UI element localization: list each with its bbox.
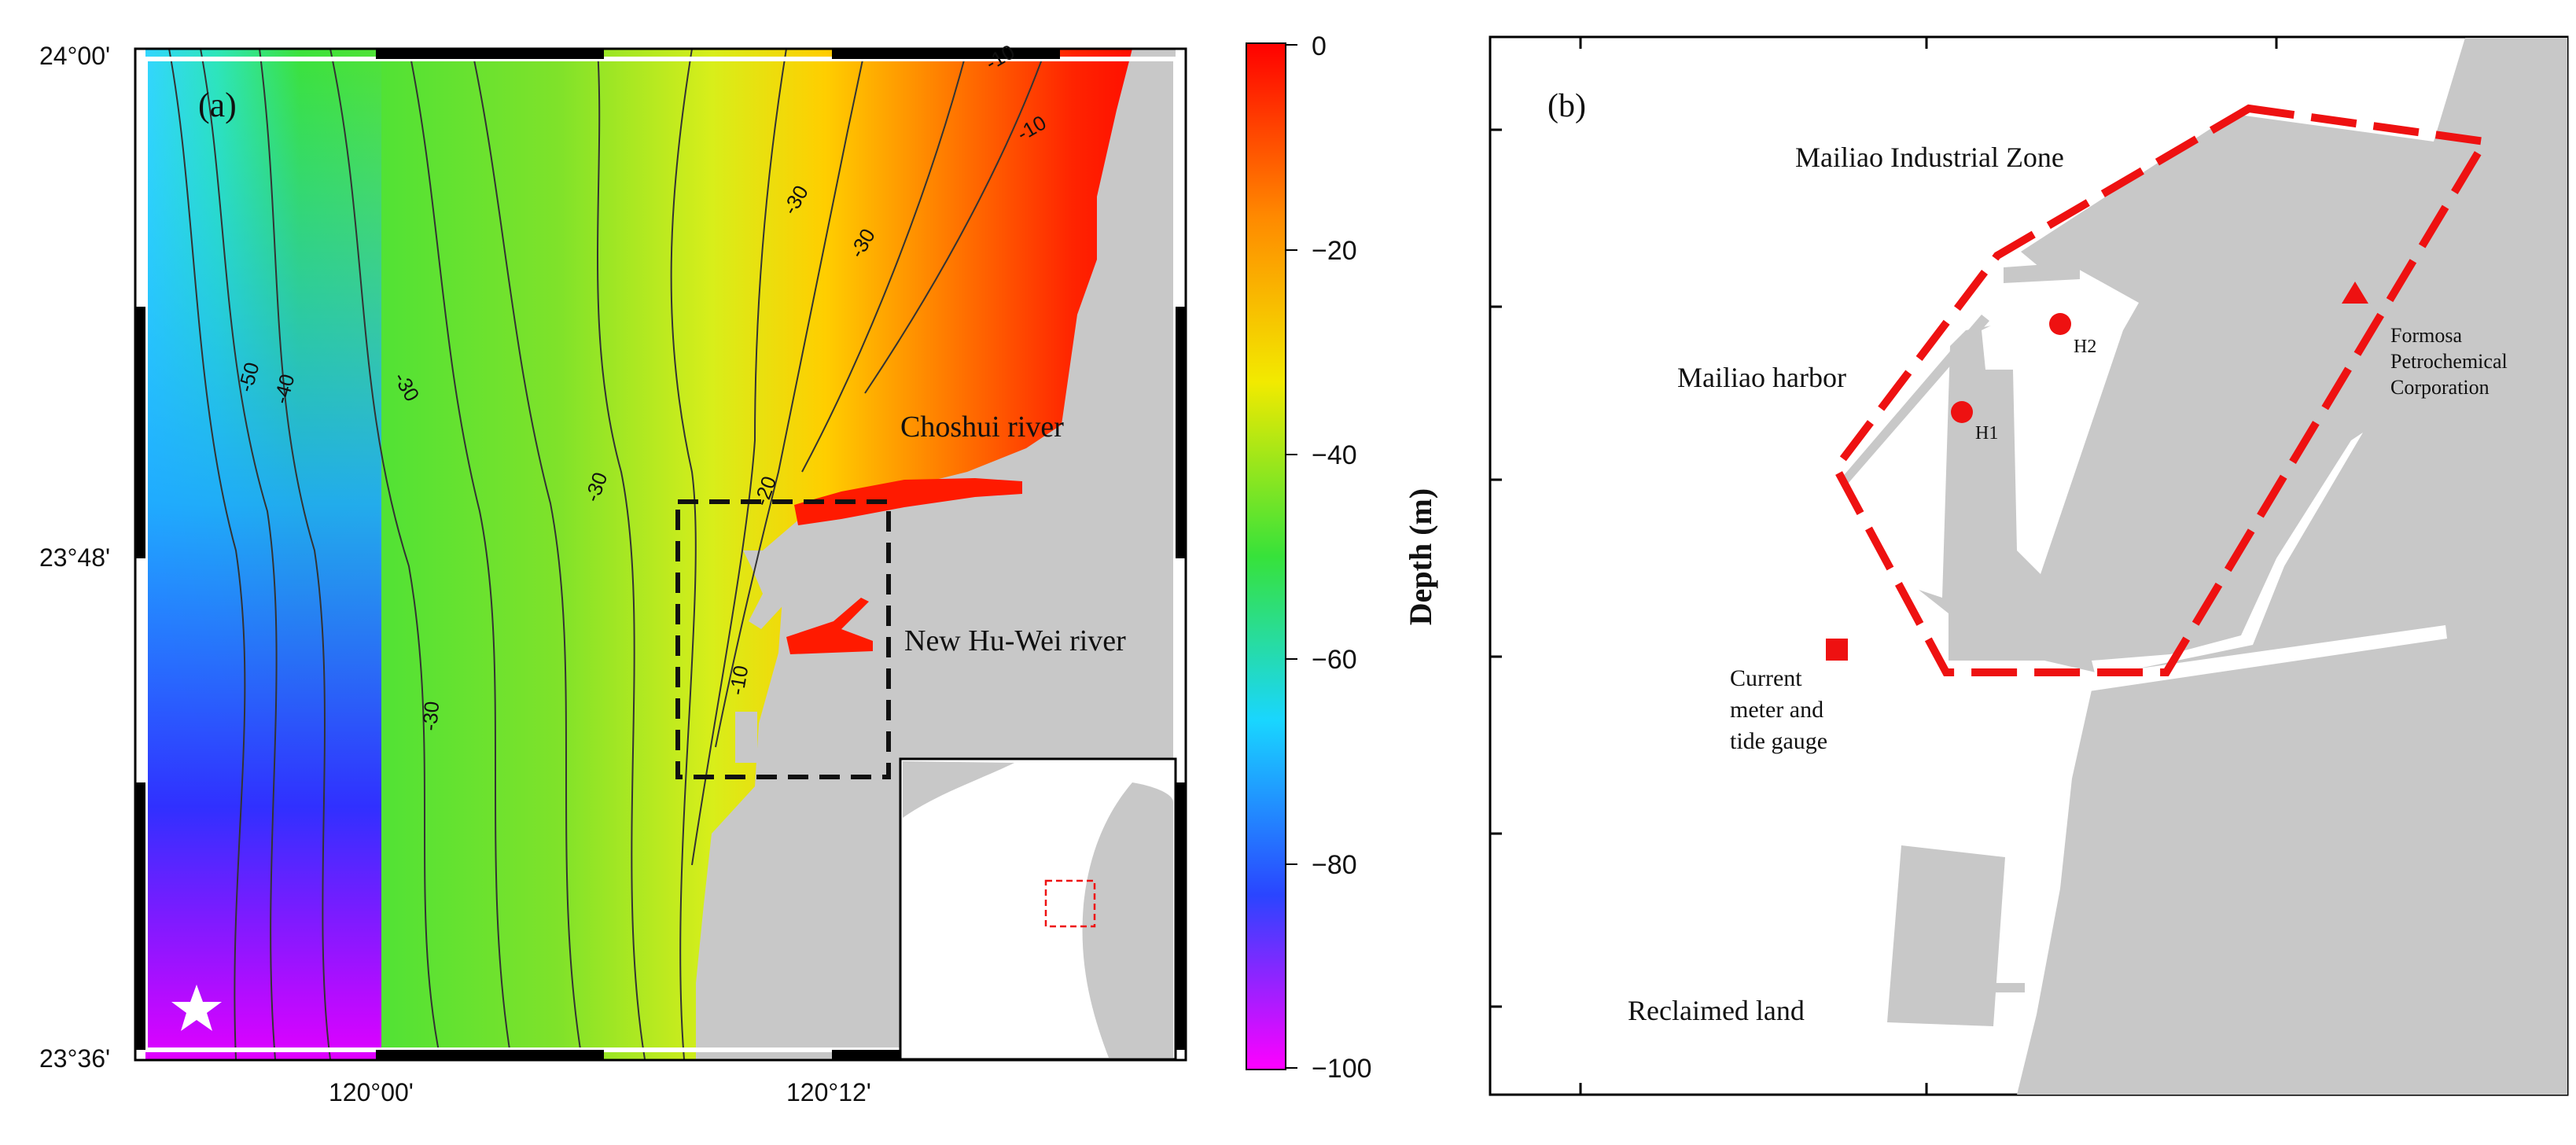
contour-label: -30	[418, 700, 443, 731]
harbor-jetty	[1840, 315, 1989, 484]
inset-taiwan-land	[1082, 782, 1173, 1058]
colorbar-tick: −40	[1312, 440, 1357, 470]
industrial-zone-boundary	[1831, 104, 2492, 676]
h1-marker	[1951, 401, 1973, 423]
inner-breakwater	[1950, 456, 1962, 550]
formosa-marker	[2342, 282, 2368, 304]
reclaimed-block	[735, 712, 757, 763]
lat-label: 23°36'	[39, 1044, 110, 1073]
formosa-label-line1: Formosa	[2390, 324, 2462, 347]
panel-a-label: (a)	[198, 86, 237, 124]
h2-marker	[2049, 313, 2071, 335]
contour-labels: -50 -40 -30 -30 -30 -30 -30 -20 -10 -10 …	[234, 39, 1051, 731]
choshui-river-label: Choshui river	[900, 411, 1064, 444]
colorbar-tick: −60	[1312, 645, 1357, 675]
colorbar-tick: −100	[1312, 1054, 1372, 1084]
inset-map	[899, 757, 1177, 1061]
reclaimed-land-label: Reclaimed land	[1628, 995, 1805, 1026]
panel-b-label: (b)	[1547, 88, 1586, 124]
formosa-label-line2: Petrochemical	[2390, 350, 2508, 373]
lat-label: 24°00'	[39, 42, 110, 70]
lat-label: 23°48'	[39, 543, 110, 572]
harbor-map: (b) Mailiao Industrial Zone Mailiao harb…	[1489, 35, 2569, 1096]
huwei-river-channel	[786, 598, 873, 654]
contour-lines	[168, 49, 1047, 1059]
colorbar-ramp	[1246, 42, 1286, 1070]
colorbar-tick: −20	[1312, 236, 1357, 266]
h2-label: H2	[2074, 337, 2096, 357]
current-meter-label-line2: meter and	[1730, 697, 1823, 723]
industrial-zone-label: Mailiao Industrial Zone	[1795, 142, 2064, 173]
current-meter-label-line3: tide gauge	[1730, 728, 1827, 754]
lon-label: 120°12'	[786, 1078, 871, 1106]
harbor-pier	[2004, 262, 2080, 283]
choshui-river-channel	[794, 478, 1022, 525]
current-meter-marker	[1826, 639, 1848, 661]
reclaimed-bridge	[1989, 983, 2025, 992]
huwei-river-label: New Hu-Wei river	[904, 624, 1126, 657]
star-icon	[171, 985, 222, 1031]
h1-label: H1	[1975, 423, 1998, 444]
contour-label: -10	[724, 664, 753, 697]
inset-location-box	[1044, 879, 1096, 928]
reclaimed-land	[1887, 845, 2005, 1026]
colorbar-tick: −80	[1312, 850, 1357, 880]
colorbar-tick: 0	[1312, 31, 1327, 61]
colorbar: 0 −20 −40 −60 −80 −100 Depth (m)	[1246, 31, 1438, 1084]
deep-water-field	[145, 49, 381, 1059]
harbor-label: Mailiao harbor	[1677, 362, 1846, 393]
lon-label: 120°00'	[329, 1078, 414, 1106]
current-meter-label-line1: Current	[1730, 665, 1802, 691]
colorbar-title: Depth (m)	[1403, 488, 1438, 625]
inset-china-land	[903, 761, 1014, 818]
harbor-basin	[1982, 263, 2139, 574]
southern-channel	[2084, 625, 2447, 692]
study-area-box	[675, 499, 891, 779]
bathymetry-map: (a) Choshui river New Hu-Wei river -50 -…	[39, 39, 1187, 1106]
formosa-label-line3: Corporation	[2390, 376, 2490, 399]
